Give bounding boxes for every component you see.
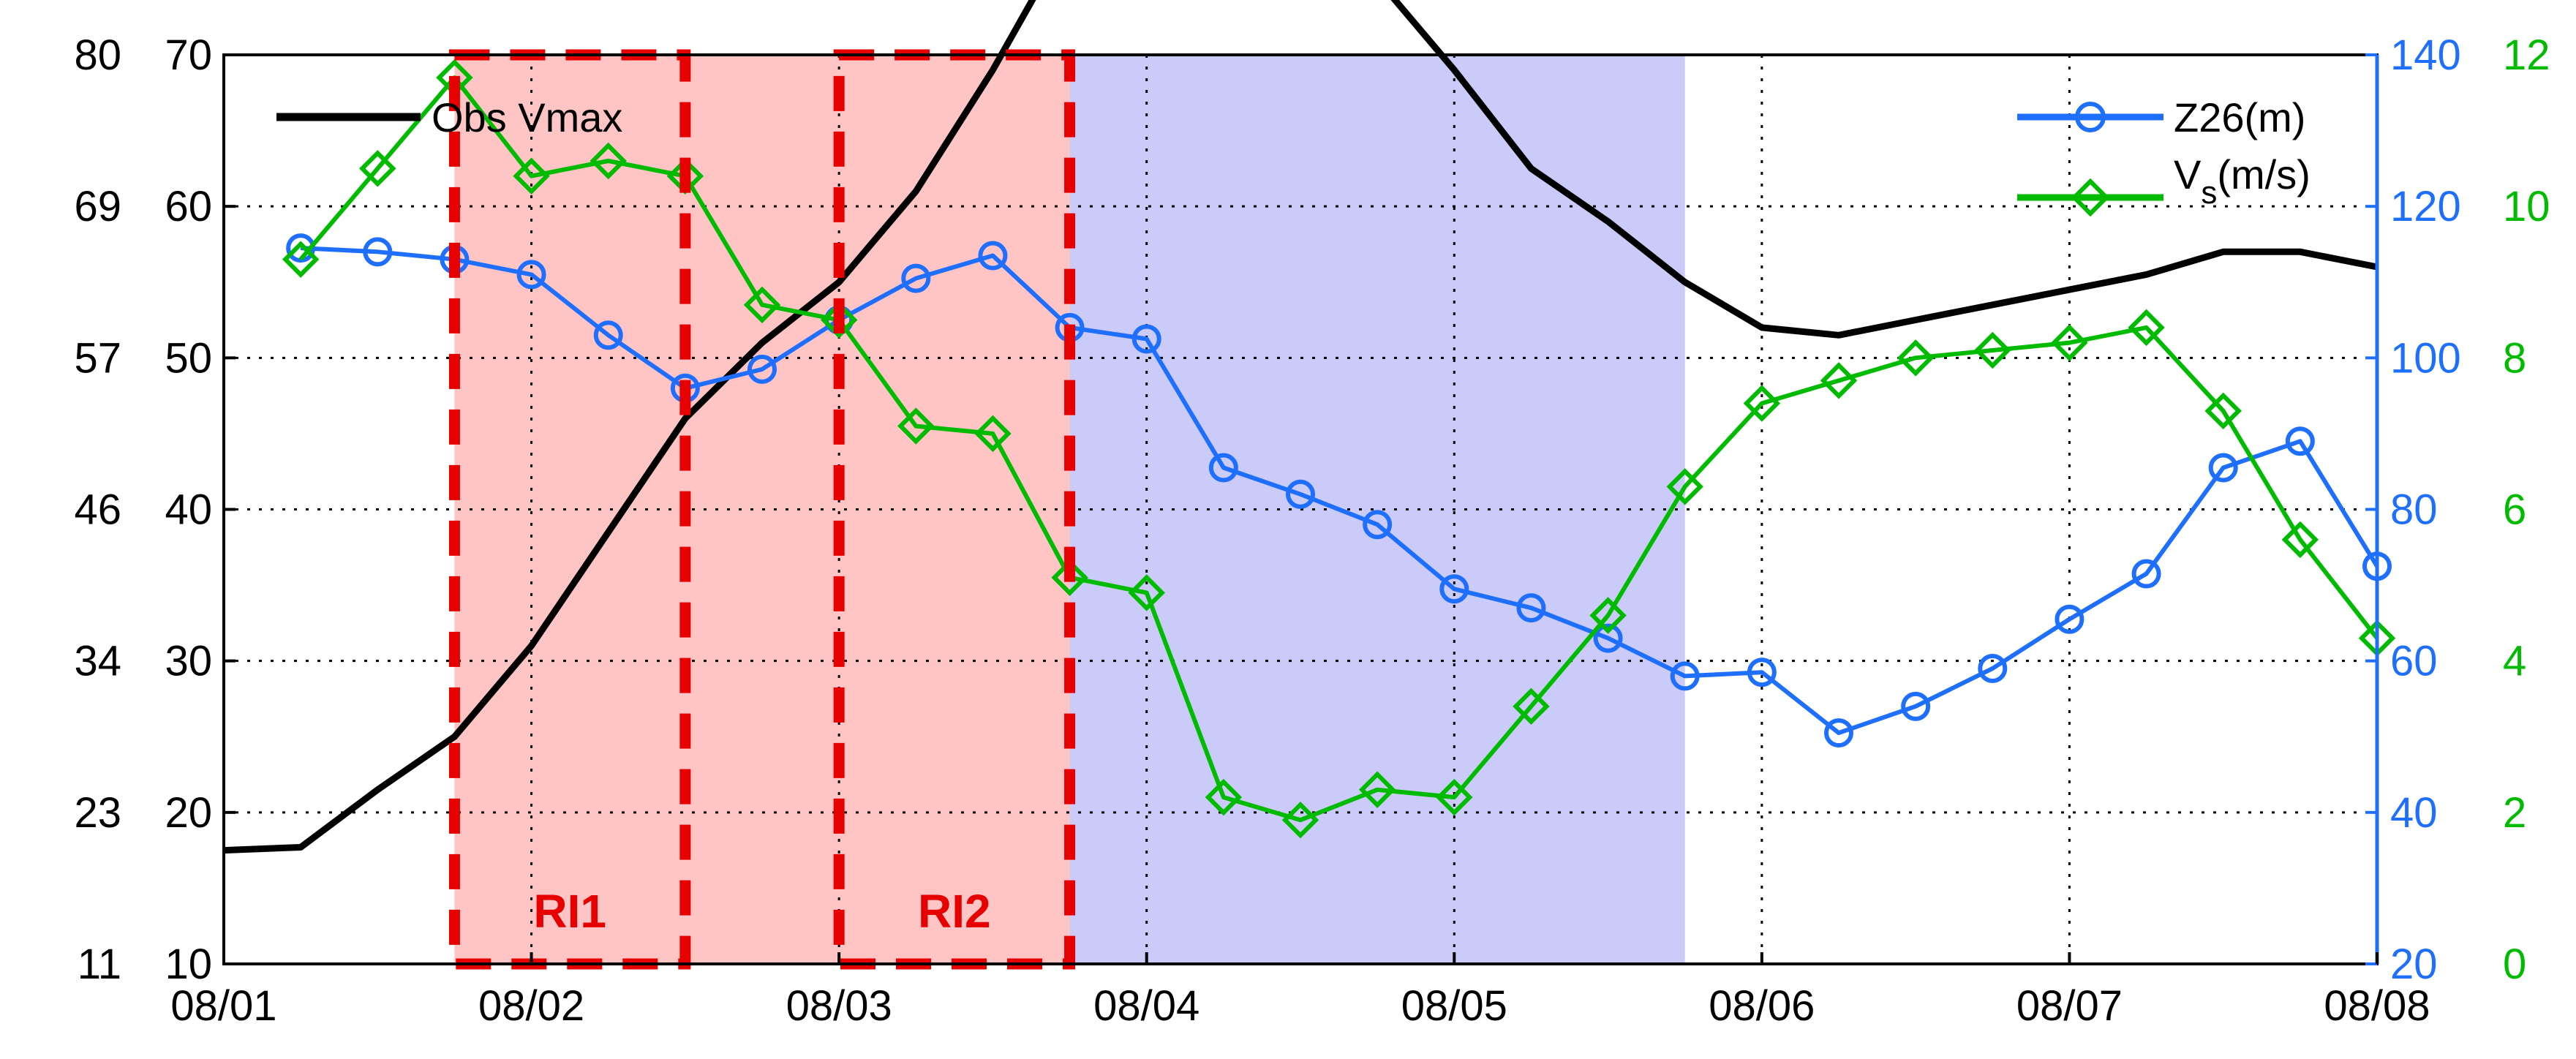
x-tick-label: 08/08	[2324, 982, 2430, 1030]
y-tick-label-inner: 40	[165, 486, 212, 534]
y-tick-label-right-green: 2	[2503, 789, 2526, 837]
x-tick-label: 08/02	[478, 982, 584, 1030]
y-tick-label-right-green: 12	[2503, 31, 2550, 79]
legend-label-z26: Z26(m)	[2174, 94, 2305, 140]
data-point-z26-m	[593, 320, 623, 350]
data-point-v-s-m-s	[1436, 778, 1473, 816]
data-point-v-s-m-s	[1589, 597, 1627, 634]
data-point-v-s-m-s	[513, 157, 550, 195]
data-point-z26-m	[1978, 654, 2008, 684]
y-tick-label-outer: 57	[74, 334, 121, 382]
y-tick-label-inner: 70	[165, 31, 212, 79]
x-tick-label: 08/06	[1709, 982, 1815, 1030]
data-point-v-s-m-s	[2051, 324, 2088, 361]
data-point-z26-m	[1363, 510, 1393, 540]
y-tick-label-outer: 69	[74, 183, 121, 230]
data-point-z26-m	[1516, 593, 1546, 623]
data-point-v-s-m-s	[2281, 521, 2319, 559]
data-point-v-s-m-s	[1281, 801, 1319, 839]
data-point-v-s-m-s	[1513, 687, 1550, 726]
data-point-v-s-m-s	[1820, 362, 1858, 399]
data-point-z26-m	[978, 241, 1008, 271]
data-point-v-s-m-s	[1128, 574, 1165, 611]
y-tick-label-right-blue: 100	[2390, 334, 2461, 382]
y-tick-label-inner: 60	[165, 183, 212, 230]
data-point-z26-m	[363, 237, 393, 267]
series-line-z26-m	[300, 246, 2379, 736]
y-tick-label-right-green: 6	[2503, 486, 2526, 534]
series-layer	[223, 0, 2396, 854]
data-point-v-s-m-s	[1205, 778, 1243, 816]
y-tick-label-right-green: 8	[2503, 334, 2526, 382]
y-tick-label-right-blue: 40	[2390, 789, 2438, 837]
y-tick-label-right-blue: 80	[2390, 486, 2438, 534]
x-tick-label: 08/03	[786, 982, 892, 1030]
y-tick-label-inner: 30	[165, 638, 212, 685]
data-point-v-s-m-s	[897, 407, 935, 445]
y-tick-label-inner: 50	[165, 334, 212, 382]
data-point-z26-m	[1439, 574, 1469, 604]
data-point-z26-m	[1286, 479, 1315, 509]
y-tick-label-outer: 80	[74, 31, 121, 79]
data-point-z26-m	[1901, 691, 1931, 721]
y-tick-label-right-green: 0	[2503, 941, 2526, 988]
data-point-v-s-m-s	[2204, 392, 2242, 430]
data-point-v-s-m-s	[1666, 468, 1703, 505]
data-point-v-s-m-s	[1974, 331, 2011, 369]
legend-marker-vs	[2071, 178, 2110, 217]
data-point-z26-m	[2285, 426, 2315, 456]
data-point-v-s-m-s	[282, 241, 320, 278]
y-tick-label-right-blue: 120	[2390, 183, 2461, 230]
legend-marker-z26	[2075, 102, 2106, 132]
legend: Obs Vmax Z26(m) Vs(m/s)	[276, 94, 2311, 217]
data-point-z26-m	[2208, 453, 2238, 483]
data-point-v-s-m-s	[2128, 309, 2165, 347]
box-label-ri2: RI2	[918, 885, 991, 938]
x-tick-label: 08/07	[2016, 982, 2123, 1030]
axes: 1123344657698010203040506070204060801001…	[74, 31, 2550, 1030]
data-point-z26-m	[2131, 559, 2161, 589]
y-tick-label-inner: 20	[165, 789, 212, 837]
y-tick-label-outer: 46	[74, 486, 121, 534]
data-point-v-s-m-s	[743, 286, 781, 324]
y-tick-label-outer: 34	[74, 638, 121, 685]
y-tick-label-right-green: 10	[2503, 183, 2550, 230]
y-tick-label-right-green: 4	[2503, 638, 2526, 685]
y-tick-label-outer: 23	[74, 789, 121, 837]
y-tick-label-inner: 10	[165, 941, 212, 988]
x-tick-label: 08/04	[1093, 982, 1200, 1030]
data-point-z26-m	[2055, 604, 2084, 634]
box-label-ri1: RI1	[533, 885, 606, 938]
data-point-z26-m	[1824, 718, 1853, 748]
data-point-v-s-m-s	[1358, 771, 1396, 809]
data-point-z26-m	[747, 354, 777, 384]
series-line-obs-vmax	[223, 0, 2378, 854]
x-tick-label: 08/05	[1401, 982, 1507, 1030]
data-point-v-s-m-s	[359, 150, 396, 187]
data-point-v-s-m-s	[974, 415, 1012, 453]
series-line-v-s-m-s	[298, 75, 2379, 823]
legend-label-obs-vmax: Obs Vmax	[432, 94, 622, 140]
legend-label-vs: Vs(m/s)	[2174, 151, 2311, 211]
data-point-v-s-m-s	[590, 142, 627, 180]
data-point-z26-m	[1593, 623, 1623, 653]
grid	[224, 55, 2377, 964]
y-tick-label-outer: 11	[78, 941, 121, 988]
data-point-z26-m	[1747, 657, 1777, 687]
data-point-v-s-m-s	[820, 301, 858, 339]
data-point-z26-m	[1131, 324, 1161, 354]
data-point-z26-m	[901, 263, 931, 293]
data-point-z26-m	[1208, 453, 1238, 483]
y-tick-label-right-blue: 60	[2390, 638, 2438, 685]
x-tick-label: 08/01	[170, 982, 276, 1030]
data-point-v-s-m-s	[1051, 559, 1088, 596]
data-point-v-s-m-s	[1897, 339, 1935, 377]
data-point-z26-m	[1670, 661, 1700, 691]
y-tick-label-right-blue: 140	[2390, 31, 2461, 79]
data-point-v-s-m-s	[1743, 385, 1781, 422]
y-tick-label-right-blue: 20	[2390, 941, 2438, 988]
data-point-z26-m	[516, 260, 546, 290]
